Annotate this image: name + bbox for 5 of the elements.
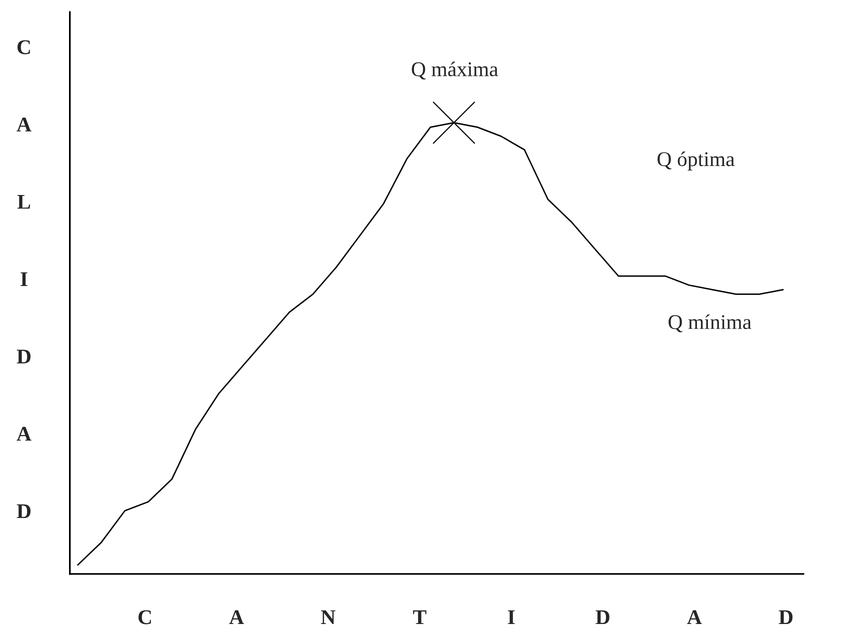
text: Q máxima: [412, 62, 498, 80]
text: C A N T I D A D: [138, 610, 793, 624]
annotation: Q mínima: [668, 314, 752, 332]
text: C A L I D A D: [16, 40, 32, 518]
annotation: Q óptima: [658, 152, 735, 170]
